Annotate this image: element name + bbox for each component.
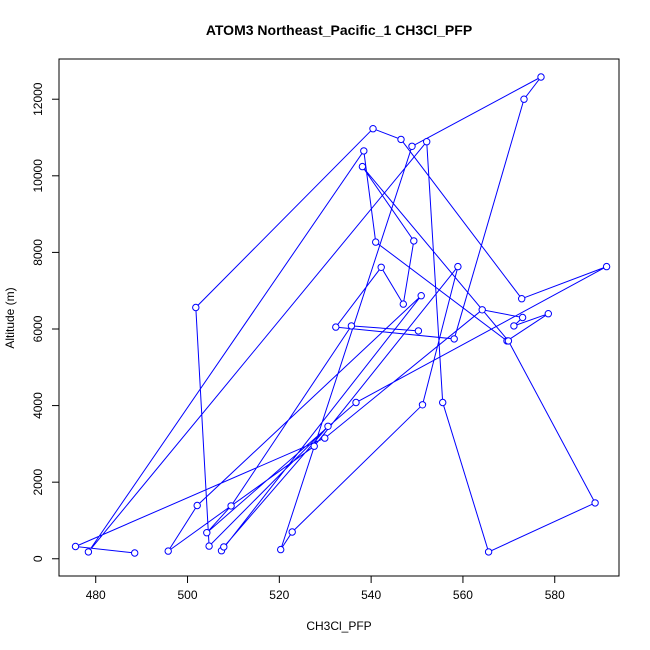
data-point [544, 310, 552, 318]
data-point [397, 135, 405, 144]
y-axis-label: Altitude (m) [3, 287, 17, 348]
data-point [478, 306, 486, 314]
data-point [360, 147, 368, 155]
data-point [227, 502, 235, 510]
data-point [504, 337, 513, 345]
x-tick-label: 560 [453, 588, 473, 602]
data-point [484, 548, 493, 556]
x-tick-label: 520 [269, 588, 289, 602]
x-tick-label: 580 [545, 588, 565, 602]
y-tick-label: 4000 [31, 392, 45, 419]
x-tick-label: 540 [361, 588, 381, 602]
data-point [591, 499, 599, 507]
data-point [417, 292, 425, 300]
data-point [192, 303, 200, 312]
plot-frame [58, 58, 620, 577]
data-point [277, 545, 285, 554]
data-point [352, 398, 360, 407]
data-point [347, 322, 356, 330]
data-point [205, 542, 213, 550]
data-point [84, 548, 93, 556]
data-point [450, 335, 458, 343]
data-point [518, 295, 526, 303]
data-point [520, 95, 528, 103]
data-point [369, 125, 377, 133]
y-tick-label: 10000 [31, 159, 45, 193]
data-point [71, 542, 80, 551]
data-point [518, 313, 527, 322]
data-point [193, 501, 201, 510]
data-point [454, 262, 462, 271]
data-point [131, 549, 139, 557]
x-axis-label: CH3Cl_PFP [306, 619, 371, 633]
data-point [220, 543, 228, 551]
series-layer [71, 73, 611, 557]
data-point [332, 323, 340, 331]
data-point [164, 547, 172, 555]
data-point [410, 237, 418, 245]
y-tick-label: 12000 [31, 82, 45, 116]
data-point [602, 262, 611, 271]
data-point [439, 398, 447, 407]
data-point [372, 238, 380, 246]
data-point [203, 529, 211, 537]
x-axis: 480 500 520 540 560 580 [86, 575, 565, 602]
x-tick-label: 480 [86, 588, 106, 602]
data-point [310, 442, 318, 450]
y-tick-label: 8000 [31, 239, 45, 266]
data-point [377, 263, 385, 271]
y-tick-label: 0 [31, 555, 45, 562]
data-point [423, 138, 431, 146]
data-point [399, 300, 407, 308]
x-tick-label: 500 [178, 588, 198, 602]
series-line [73, 76, 607, 554]
chart-title: ATOM3 Northeast_Pacific_1 CH3Cl_PFP [206, 22, 472, 38]
data-point [408, 142, 416, 151]
data-point [510, 322, 518, 330]
data-point [324, 422, 332, 430]
data-point [418, 401, 427, 409]
data-point [537, 73, 545, 81]
y-axis: 0 2000 4000 6000 8000 10000 12000 [31, 82, 60, 562]
data-point [414, 327, 423, 335]
y-tick-label: 2000 [31, 469, 45, 496]
data-point [321, 434, 329, 442]
data-point [358, 162, 367, 171]
data-point [288, 528, 296, 536]
y-tick-label: 6000 [31, 315, 45, 342]
